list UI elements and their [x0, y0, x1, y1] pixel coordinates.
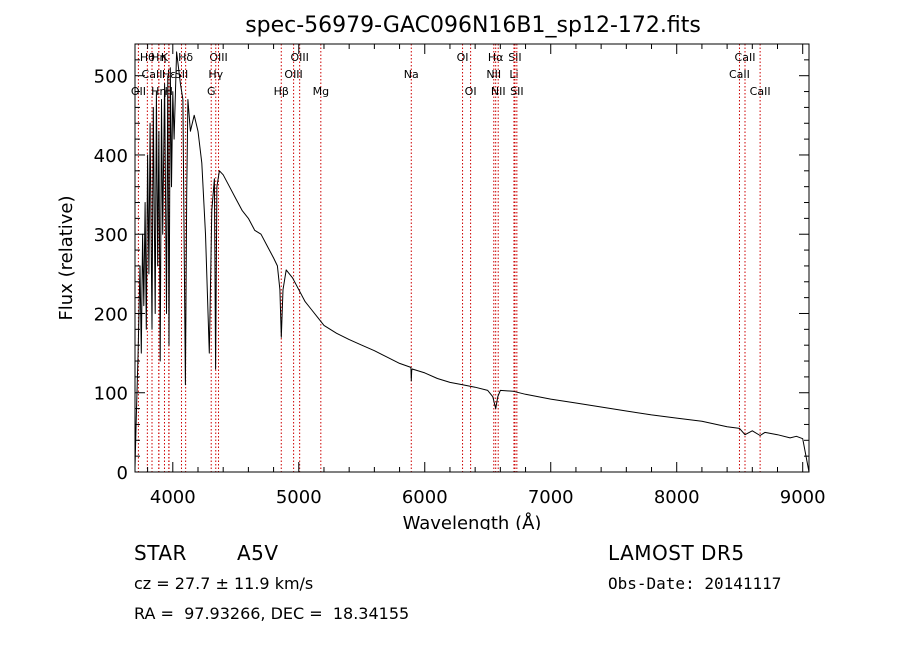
spectral-line-label: OI	[465, 85, 477, 98]
spectral-line-label: OIII	[284, 68, 302, 81]
spectral-line-label: NII	[486, 68, 501, 81]
plot-frame	[134, 43, 810, 473]
spectral-line-label: SII	[508, 51, 521, 64]
spectral-line-label: CaII	[735, 51, 756, 64]
x-tick-label: 5000	[276, 487, 322, 508]
spectral-line-label: Hη	[151, 51, 166, 64]
spectral-line-label: OI	[457, 51, 469, 64]
observation-date: Obs-Date: 20141117	[608, 574, 782, 593]
x-tick-label: 6000	[402, 487, 448, 508]
spectral-line-label: K	[161, 51, 169, 64]
spectrum-chart: spec-56979-GAC096N16B1_sp12-172.fits Hθ C…	[56, 13, 826, 530]
spectral-line-label: Na	[404, 68, 419, 81]
spectral-line-label: Hα	[488, 51, 504, 64]
spectral-line-label: G	[207, 85, 216, 98]
x-tick-label: 7000	[528, 487, 574, 508]
spectrum-line	[134, 51, 810, 473]
object-class: STAR	[134, 541, 187, 565]
spectral-line-label: Hγ	[208, 68, 223, 81]
y-axis-label: Flux (relative)	[56, 195, 77, 320]
spectral-line-label: OIII	[209, 51, 227, 64]
spectral-line-label: NII	[491, 85, 506, 98]
spectral-line-label: CaII	[729, 68, 750, 81]
y-tick-label: 300	[94, 225, 128, 246]
y-tick-label: 0	[117, 463, 128, 484]
spectral-line-label: Hθ	[140, 51, 155, 64]
spectral-line-label: SII	[510, 85, 523, 98]
x-tick-label: 9000	[780, 487, 826, 508]
x-tick-label: 8000	[654, 487, 700, 508]
spectral-line-label: CaII	[142, 68, 163, 81]
axes-group: 4000 5000 6000 7000 8000 9000 0 100 200 300 400 500	[94, 43, 826, 508]
spectrum-line-group	[134, 51, 810, 473]
spectral-line-label: Hη	[151, 85, 166, 98]
redshift-velocity: cz = 27.7 ± 11.9 km/s	[134, 574, 314, 593]
spectral-line-label: OIII	[290, 51, 308, 64]
y-tick-label: 200	[94, 304, 128, 325]
survey-name: LAMOST DR5	[608, 541, 745, 565]
y-tick-label: 500	[94, 67, 128, 88]
spectral-line-label: Hε	[162, 68, 176, 81]
y-tick-label: 400	[94, 146, 128, 167]
spectral-line-label: Mg	[313, 85, 329, 98]
x-axis-label: Wavelength (Å)	[403, 512, 542, 530]
sky-coordinates: RA = 97.93266, DEC = 18.34155	[134, 604, 410, 623]
x-tick-label: 4000	[150, 487, 196, 508]
spectral-line-label: SII	[175, 68, 188, 81]
spectral-line-label: Hβ	[274, 85, 289, 98]
spectral-line-label: Li	[509, 68, 518, 81]
spectral-subclass: A5V	[237, 541, 279, 565]
spectral-line-label: Hδ	[178, 51, 193, 64]
spectral-line-label: H	[165, 85, 173, 98]
chart-title: spec-56979-GAC096N16B1_sp12-172.fits	[245, 13, 701, 38]
spectral-line-label: CaII	[750, 85, 771, 98]
y-tick-label: 100	[94, 384, 128, 405]
